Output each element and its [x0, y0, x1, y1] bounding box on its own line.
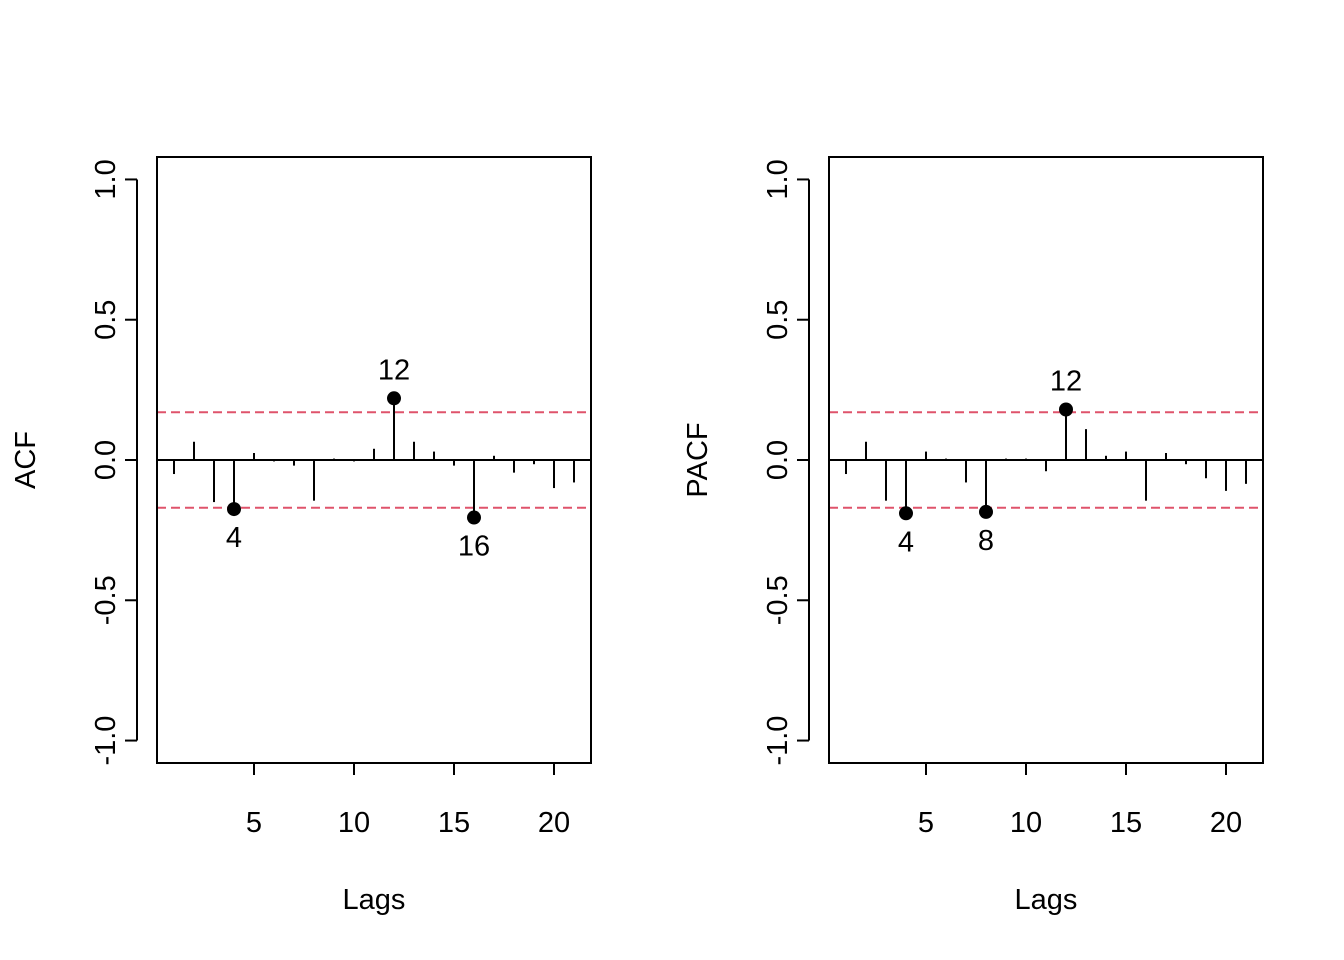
- acf-panel: Lags ACF 4 12 16 -1.0 -0.5 0.0 0.5 1.0 5 10 15 20: [10, 156, 592, 916]
- pacf-point-label-lag-12: 12: [1050, 366, 1082, 398]
- acf-x-tick-label-3: 20: [538, 807, 570, 839]
- acf-y-axis-label: ACF: [10, 431, 42, 489]
- acf-point-label-lag-4: 4: [226, 522, 242, 554]
- acf-y-tick-label-0: -1.0: [90, 716, 122, 766]
- pacf-point-lag-12: [1059, 402, 1073, 417]
- acf-x-axis-label: Lags: [343, 884, 406, 916]
- pacf-x-tick-label-3: 20: [1210, 807, 1242, 839]
- pacf-y-tick-label-3: 0.5: [762, 300, 794, 340]
- pacf-point-label-lag-4: 4: [898, 526, 914, 558]
- pacf-y-tick-label-4: 1.0: [762, 159, 794, 199]
- pacf-y-axis-label: PACF: [682, 422, 714, 497]
- pacf-y-tick-label-2: 0.0: [762, 440, 794, 480]
- pacf-panel: Lags PACF 4 8 12 -1.0 -0.5 0.0 0.5 1.0 5 10 15 20: [682, 156, 1264, 916]
- acf-y-tick-label-3: 0.5: [90, 300, 122, 340]
- pacf-point-lag-4: [899, 506, 913, 521]
- acf-point-lag-16: [467, 510, 481, 525]
- pacf-y-tick-label-1: -0.5: [762, 575, 794, 625]
- pacf-y-tick-label-0: -1.0: [762, 716, 794, 766]
- acf-y-tick-label-4: 1.0: [90, 159, 122, 199]
- acf-x-tick-label-2: 15: [438, 807, 470, 839]
- pacf-x-tick-label-1: 10: [1010, 807, 1042, 839]
- pacf-point-lag-8: [979, 504, 993, 519]
- pacf-x-tick-label-2: 15: [1110, 807, 1142, 839]
- pacf-point-label-lag-8: 8: [978, 525, 994, 557]
- acf-y-tick-label-2: 0.0: [90, 440, 122, 480]
- acf-x-tick-label-1: 10: [338, 807, 370, 839]
- acf-point-label-lag-12: 12: [378, 354, 410, 386]
- pacf-x-axis-label: Lags: [1015, 884, 1078, 916]
- acf-point-lag-12: [387, 391, 401, 406]
- acf-point-label-lag-16: 16: [458, 531, 490, 563]
- pacf-x-tick-label-0: 5: [918, 807, 934, 839]
- acf-x-tick-label-0: 5: [246, 807, 262, 839]
- acf-point-lag-4: [227, 502, 241, 517]
- acf-y-tick-label-1: -0.5: [90, 575, 122, 625]
